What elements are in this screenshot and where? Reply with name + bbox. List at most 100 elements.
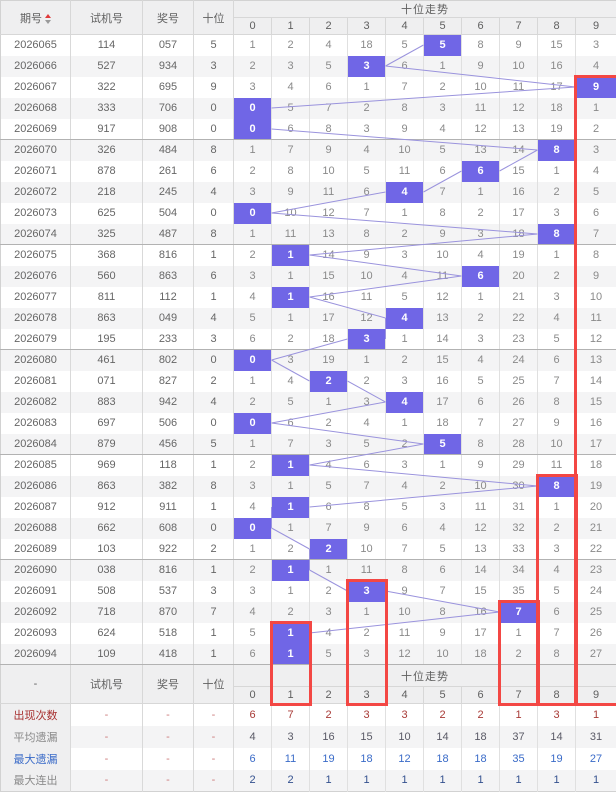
trend-cell: 34 [499, 559, 538, 581]
table-row: 2026079 195 233 3 6 2 18 3 1 14 3 23 5 12 [0, 328, 616, 350]
trend-cell: 19 [575, 475, 616, 497]
table-row: 2026087 912 911 1 4 1 6 8 5 3 11 31 1 20 [0, 496, 616, 518]
footer-digit-header-3: 3 [347, 686, 386, 704]
summary-value-appear: 3 [347, 703, 386, 726]
summary-value-appear: 2 [423, 703, 462, 726]
trend-cell: 4 [385, 265, 424, 287]
tens-digit-cell: 8 [193, 223, 234, 245]
trend-cell: 26 [575, 622, 616, 644]
trend-cell: 7 [385, 538, 424, 560]
trend-cell: 3 [233, 265, 272, 287]
test-number-cell: 879 [70, 433, 143, 455]
summary-value-maxrun: 1 [499, 769, 538, 792]
summary-value-maxmiss: 6 [233, 747, 272, 770]
trend-cell: 1 [271, 517, 310, 539]
trend-cell: 35 [499, 580, 538, 602]
summary-row-maxrun: 最大连出 - - -2 2 1 1 1 1 1 1 1 1 [0, 769, 616, 792]
summary-dash-cell: - [193, 747, 234, 770]
trend-cell-hit: 0 [233, 412, 272, 434]
prize-number-cell: 112 [142, 286, 194, 308]
trend-cell: 3 [233, 76, 272, 98]
trend-cell: 2 [347, 97, 386, 119]
summary-value-maxrun: 2 [233, 769, 272, 792]
tens-digit-cell: 8 [193, 475, 234, 497]
trend-cell: 2 [423, 475, 462, 497]
trend-cell: 16 [461, 601, 500, 623]
trend-cell: 28 [499, 433, 538, 455]
trend-cell: 2 [461, 202, 500, 224]
tens-digit-cell: 0 [193, 97, 234, 119]
trend-cell: 19 [309, 349, 348, 371]
trend-cell: 7 [271, 433, 310, 455]
trend-cell: 11 [423, 265, 462, 287]
footer-digit-header-8: 8 [537, 686, 576, 704]
trend-cell-hit: 0 [233, 97, 272, 119]
trend-cell-hit: 3 [347, 328, 386, 350]
trend-cell: 2 [309, 412, 348, 434]
summary-value-avg: 14 [537, 725, 576, 748]
trend-cell: 7 [347, 202, 386, 224]
digit-header-9: 9 [575, 17, 616, 35]
period-cell: 2026065 [0, 34, 71, 56]
table-row: 2026086 863 382 8 3 1 5 7 4 2 10 30 8 19 [0, 475, 616, 497]
footer-digit-header-7: 7 [499, 686, 538, 704]
prize-number-cell: 870 [142, 601, 194, 623]
trend-cell: 18 [575, 454, 616, 476]
trend-cell: 17 [423, 391, 462, 413]
prize-number-cell: 942 [142, 391, 194, 413]
trend-cell: 8 [347, 223, 386, 245]
period-cell: 2026091 [0, 580, 71, 602]
trend-cell: 1 [537, 244, 576, 266]
tens-digit-cell: 1 [193, 643, 234, 665]
trend-cell-hit: 8 [537, 139, 576, 161]
footer-digit-header-9: 9 [575, 686, 616, 704]
period-cell: 2026073 [0, 202, 71, 224]
trend-cell: 7 [309, 97, 348, 119]
test-number-cell: 071 [70, 370, 143, 392]
trend-cell: 10 [423, 244, 462, 266]
prize-number-cell: 049 [142, 307, 194, 329]
prize-number-cell: 802 [142, 349, 194, 371]
footer-digit-header-4: 4 [385, 686, 424, 704]
summary-value-maxmiss: 18 [461, 747, 500, 770]
trend-cell: 17 [499, 202, 538, 224]
summary-label-maxrun: 最大连出 [0, 769, 71, 792]
trend-cell: 3 [461, 223, 500, 245]
test-number-cell: 625 [70, 202, 143, 224]
trend-cell: 11 [461, 97, 500, 119]
table-row: 2026078 863 049 4 5 1 17 12 4 13 2 22 4 11 [0, 307, 616, 329]
tens-digit-cell: 0 [193, 517, 234, 539]
trend-cell: 1 [233, 139, 272, 161]
summary-value-maxrun: 2 [271, 769, 310, 792]
footer-tens-header: 十位 [193, 664, 234, 704]
trend-cell: 24 [499, 349, 538, 371]
trend-cell: 7 [537, 622, 576, 644]
trend-cell: 7 [271, 139, 310, 161]
table-row: 2026092 718 870 7 4 2 3 1 10 8 16 7 6 25 [0, 601, 616, 623]
trend-cell: 12 [461, 517, 500, 539]
trend-cell: 9 [309, 139, 348, 161]
trend-cell: 7 [537, 370, 576, 392]
trend-cell: 20 [575, 496, 616, 518]
trend-cell: 18 [461, 643, 500, 665]
trend-cell: 10 [347, 265, 386, 287]
trend-cell: 6 [385, 55, 424, 77]
trend-cell: 19 [499, 244, 538, 266]
trend-cell: 3 [271, 349, 310, 371]
prize-number-cell: 245 [142, 181, 194, 203]
trend-cell: 2 [385, 433, 424, 455]
trend-cell: 24 [575, 580, 616, 602]
trend-cell: 29 [499, 454, 538, 476]
trend-cell: 7 [423, 181, 462, 203]
tens-digit-cell: 5 [193, 433, 234, 455]
col-header-period[interactable]: 期号 [0, 0, 71, 35]
trend-cell-hit: 1 [271, 643, 310, 665]
trend-cell: 2 [233, 160, 272, 182]
col-header-period-label: 期号 [20, 12, 42, 25]
table-row: 2026083 697 506 0 0 6 2 4 1 18 7 27 9 16 [0, 412, 616, 434]
trend-cell: 10 [423, 643, 462, 665]
trend-cell: 6 [347, 454, 386, 476]
trend-cell: 4 [385, 475, 424, 497]
